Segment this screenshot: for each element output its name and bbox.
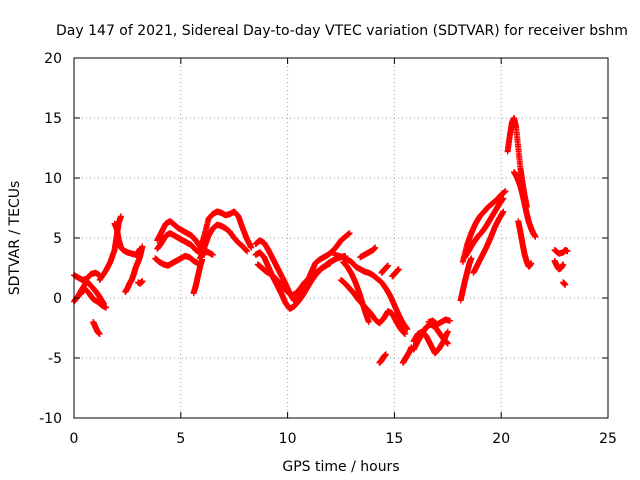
data-point bbox=[365, 319, 372, 325]
series-arc-22 bbox=[399, 344, 415, 366]
axis-ticks bbox=[73, 57, 609, 419]
series-arc-18 bbox=[331, 251, 411, 333]
x-tick-label: 20 bbox=[492, 431, 510, 447]
data-point bbox=[384, 262, 391, 269]
series-arc-26 bbox=[378, 262, 391, 276]
series-arc-7 bbox=[122, 243, 146, 295]
data-point bbox=[532, 233, 539, 240]
data-point bbox=[244, 248, 251, 255]
data-point bbox=[500, 195, 507, 202]
series-arc-13 bbox=[197, 208, 255, 253]
series-arc-28 bbox=[357, 244, 379, 261]
series-arc-25 bbox=[425, 316, 453, 328]
data-point bbox=[444, 328, 451, 335]
series-arc-27 bbox=[389, 266, 402, 280]
y-tick-label: 20 bbox=[44, 51, 62, 67]
data-point bbox=[528, 260, 535, 267]
series-arc-32 bbox=[470, 208, 507, 276]
data-point bbox=[382, 351, 389, 358]
series-arc-3 bbox=[77, 285, 110, 311]
x-axis-label: GPS time / hours bbox=[282, 459, 399, 475]
series-arc-20 bbox=[340, 259, 372, 325]
data-point bbox=[96, 331, 103, 337]
data-point bbox=[139, 278, 146, 285]
series-arc-11 bbox=[152, 253, 201, 269]
series-arc-35 bbox=[515, 218, 535, 270]
series-arc-1 bbox=[71, 269, 103, 283]
data-point bbox=[500, 208, 507, 215]
data-point bbox=[560, 261, 567, 268]
data-point bbox=[564, 248, 571, 255]
x-tick-label: 25 bbox=[599, 431, 617, 447]
data-point bbox=[446, 317, 453, 324]
data-point bbox=[103, 304, 110, 311]
series-arc-38 bbox=[560, 279, 569, 288]
series-arc-21 bbox=[376, 351, 389, 366]
data-point bbox=[562, 281, 569, 288]
y-axis-label: SDTVAR / TECUs bbox=[7, 181, 23, 296]
x-tick-labels: 0 5 10 15 20 25 bbox=[70, 431, 617, 447]
data-point bbox=[327, 260, 334, 267]
data-point bbox=[139, 243, 146, 250]
series-arc-10 bbox=[154, 230, 208, 258]
y-tick-label: 15 bbox=[44, 111, 62, 127]
y-tick-labels: -10 -5 0 5 10 15 20 bbox=[39, 51, 62, 427]
y-tick-label: 10 bbox=[44, 171, 62, 187]
data-point bbox=[372, 244, 379, 251]
series-arc-37 bbox=[551, 257, 567, 273]
y-tick-label: -10 bbox=[39, 411, 62, 427]
data-point bbox=[444, 340, 451, 347]
data-point bbox=[346, 230, 353, 237]
series-arc-17 bbox=[254, 260, 334, 299]
data-points bbox=[71, 115, 571, 366]
series-arc-36 bbox=[551, 247, 571, 257]
data-point bbox=[248, 244, 255, 251]
y-tick-label: -5 bbox=[48, 351, 62, 367]
data-point bbox=[209, 251, 216, 258]
series-arc-31 bbox=[457, 255, 475, 304]
data-point bbox=[468, 255, 475, 262]
data-point bbox=[402, 331, 409, 337]
series-arc-4 bbox=[90, 319, 103, 337]
data-point bbox=[395, 266, 402, 273]
series-arc-14 bbox=[197, 221, 251, 262]
series-arc-16 bbox=[252, 249, 349, 312]
series-arc-30 bbox=[461, 195, 507, 261]
y-tick-label: 0 bbox=[53, 291, 62, 307]
data-point bbox=[502, 188, 509, 195]
series-arc-12 bbox=[190, 256, 206, 297]
x-tick-label: 15 bbox=[385, 431, 403, 447]
chart-title: Day 147 of 2021, Sidereal Day-to-day VTE… bbox=[56, 23, 628, 39]
series-arc-2 bbox=[71, 278, 107, 307]
x-tick-label: 0 bbox=[70, 431, 79, 447]
series-arc-24 bbox=[410, 321, 451, 353]
y-tick-label: 5 bbox=[53, 231, 62, 247]
series-arc-33 bbox=[504, 115, 530, 210]
x-tick-label: 5 bbox=[176, 431, 185, 447]
x-tick-label: 10 bbox=[279, 431, 297, 447]
series-arc-8 bbox=[135, 278, 146, 287]
data-point bbox=[404, 326, 411, 333]
series-arc-34 bbox=[511, 169, 539, 240]
data-point bbox=[117, 213, 124, 220]
